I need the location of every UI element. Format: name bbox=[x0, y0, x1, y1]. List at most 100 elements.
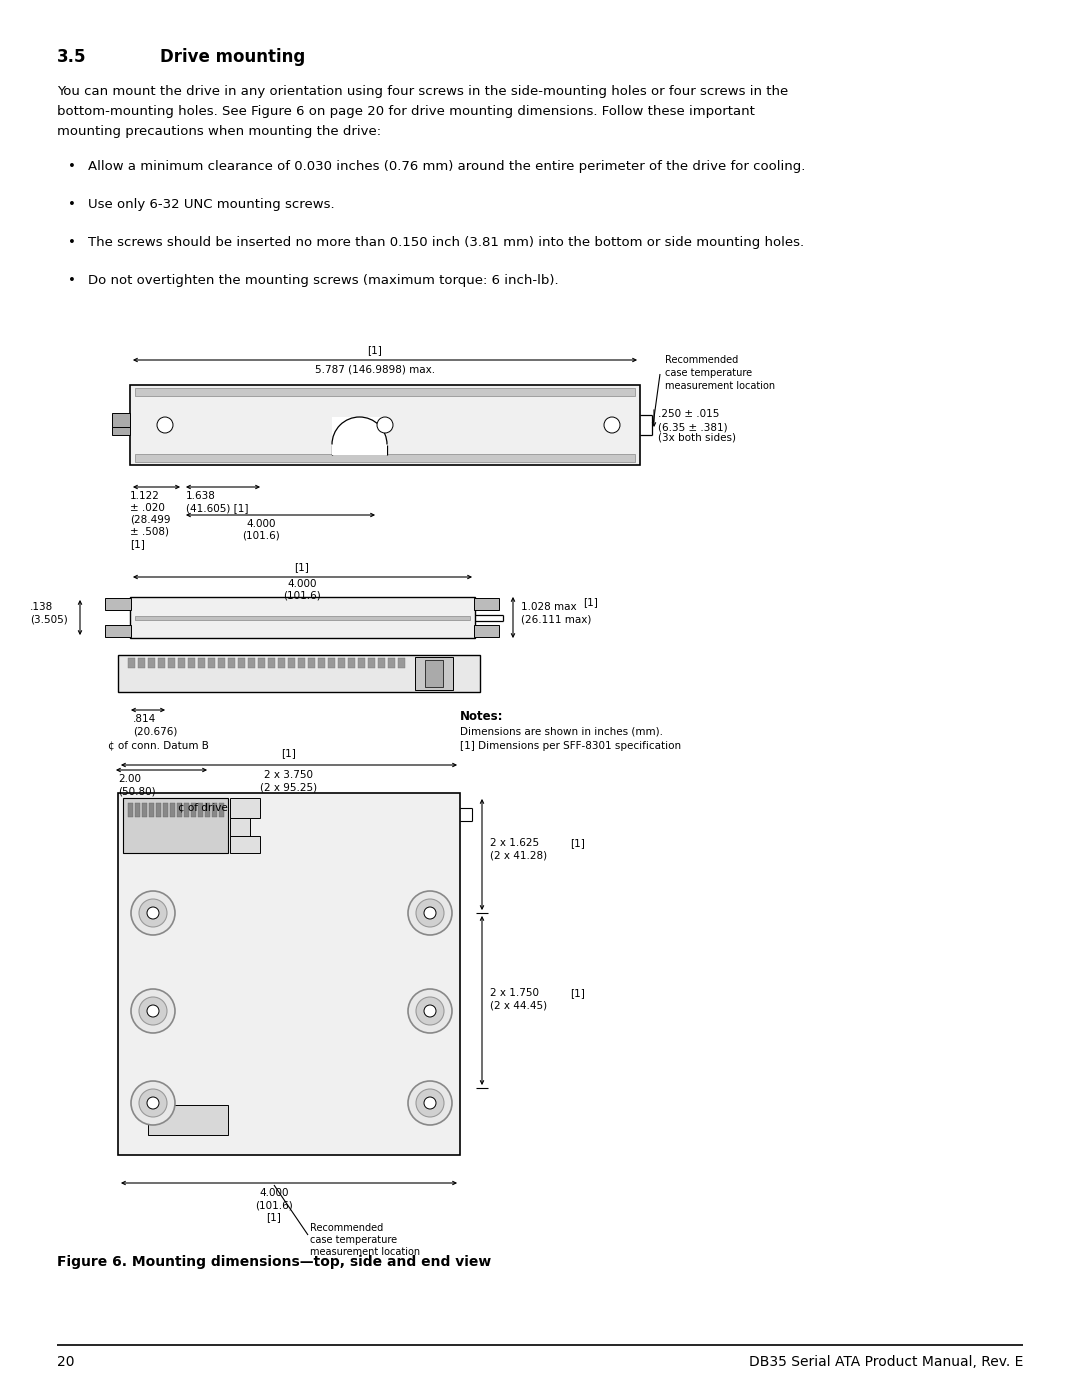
Bar bbox=[378, 658, 384, 668]
Text: 4.000: 4.000 bbox=[287, 578, 316, 590]
Text: (50.80): (50.80) bbox=[118, 787, 156, 796]
Bar bbox=[188, 658, 195, 668]
Bar bbox=[112, 427, 130, 434]
Text: ¢ of drive: ¢ of drive bbox=[178, 802, 228, 812]
Bar bbox=[298, 658, 305, 668]
Text: 1.638: 1.638 bbox=[186, 490, 216, 502]
Text: bottom-mounting holes. See Figure 6 on page 20 for drive mounting dimensions. Fo: bottom-mounting holes. See Figure 6 on p… bbox=[57, 105, 755, 117]
Bar bbox=[156, 803, 161, 817]
Bar bbox=[105, 598, 131, 610]
Circle shape bbox=[408, 1081, 453, 1125]
Bar bbox=[332, 416, 387, 455]
Bar bbox=[163, 803, 168, 817]
Text: (3x both sides): (3x both sides) bbox=[658, 433, 735, 443]
Text: (41.605) [1]: (41.605) [1] bbox=[186, 503, 248, 513]
Circle shape bbox=[416, 997, 444, 1025]
Text: [1]: [1] bbox=[583, 597, 598, 608]
Bar bbox=[158, 658, 165, 668]
Text: case temperature: case temperature bbox=[310, 1235, 397, 1245]
Bar bbox=[123, 798, 228, 854]
Bar bbox=[230, 835, 260, 854]
Text: Figure 6. Mounting dimensions—top, side and end view: Figure 6. Mounting dimensions—top, side … bbox=[57, 1255, 491, 1268]
Circle shape bbox=[139, 997, 167, 1025]
Bar bbox=[198, 658, 205, 668]
Text: (101.6): (101.6) bbox=[283, 591, 321, 601]
Bar bbox=[135, 616, 470, 619]
Circle shape bbox=[147, 1097, 159, 1109]
Text: •: • bbox=[68, 236, 76, 249]
Bar bbox=[474, 624, 499, 637]
Text: 4.000: 4.000 bbox=[259, 1187, 288, 1199]
Bar bbox=[288, 658, 295, 668]
Text: 2 x 1.750: 2 x 1.750 bbox=[490, 988, 539, 997]
Text: (101.6): (101.6) bbox=[242, 531, 280, 541]
Bar bbox=[338, 658, 345, 668]
Text: Recommended: Recommended bbox=[310, 1222, 383, 1234]
Text: ± .020: ± .020 bbox=[130, 503, 165, 513]
Text: ± .508): ± .508) bbox=[130, 527, 168, 536]
Text: [1]: [1] bbox=[570, 988, 585, 997]
Circle shape bbox=[424, 907, 436, 919]
Text: mounting precautions when mounting the drive:: mounting precautions when mounting the d… bbox=[57, 124, 381, 138]
Circle shape bbox=[139, 900, 167, 928]
Circle shape bbox=[147, 1004, 159, 1017]
Bar bbox=[357, 658, 365, 668]
Circle shape bbox=[424, 1004, 436, 1017]
Bar bbox=[148, 658, 156, 668]
Bar bbox=[118, 655, 480, 692]
Text: DB35 Serial ATA Product Manual, Rev. E: DB35 Serial ATA Product Manual, Rev. E bbox=[748, 1355, 1023, 1369]
Text: [1]: [1] bbox=[130, 539, 145, 549]
Text: [1] Dimensions per SFF-8301 specification: [1] Dimensions per SFF-8301 specificatio… bbox=[460, 740, 681, 752]
Bar bbox=[268, 658, 275, 668]
Text: •: • bbox=[68, 198, 76, 211]
Circle shape bbox=[139, 1090, 167, 1118]
Bar bbox=[135, 454, 635, 462]
Text: .250 ± .015: .250 ± .015 bbox=[658, 409, 719, 419]
Circle shape bbox=[131, 989, 175, 1032]
Bar bbox=[130, 597, 475, 638]
Text: Notes:: Notes: bbox=[460, 710, 503, 724]
Bar bbox=[184, 803, 189, 817]
Text: Do not overtighten the mounting screws (maximum torque: 6 inch-lb).: Do not overtighten the mounting screws (… bbox=[87, 274, 558, 286]
Text: 1.028 max: 1.028 max bbox=[521, 602, 577, 612]
Text: (2 x 95.25): (2 x 95.25) bbox=[260, 782, 318, 792]
Bar bbox=[118, 793, 460, 1155]
Bar bbox=[426, 659, 443, 687]
Bar bbox=[135, 803, 140, 817]
Text: (26.111 max): (26.111 max) bbox=[521, 615, 592, 624]
Text: (28.499: (28.499 bbox=[130, 515, 171, 525]
Bar bbox=[212, 803, 217, 817]
Bar bbox=[208, 658, 215, 668]
Text: .814: .814 bbox=[133, 714, 157, 724]
Text: [1]: [1] bbox=[570, 838, 585, 848]
Bar bbox=[178, 658, 185, 668]
Bar bbox=[415, 657, 453, 690]
Text: Dimensions are shown in inches (mm).: Dimensions are shown in inches (mm). bbox=[460, 726, 663, 738]
Text: 2 x 3.750: 2 x 3.750 bbox=[265, 770, 313, 780]
Circle shape bbox=[408, 891, 453, 935]
Bar bbox=[149, 803, 154, 817]
Bar bbox=[168, 658, 175, 668]
Bar bbox=[308, 658, 315, 668]
Text: [1]: [1] bbox=[367, 345, 382, 355]
Text: .138: .138 bbox=[30, 602, 53, 612]
Circle shape bbox=[377, 416, 393, 433]
Circle shape bbox=[157, 416, 173, 433]
Bar bbox=[248, 658, 255, 668]
Text: Allow a minimum clearance of 0.030 inches (0.76 mm) around the entire perimeter : Allow a minimum clearance of 0.030 inche… bbox=[87, 161, 806, 173]
Bar bbox=[228, 658, 235, 668]
Bar bbox=[135, 388, 635, 395]
Bar bbox=[474, 598, 499, 610]
Bar bbox=[230, 798, 260, 819]
Bar bbox=[129, 658, 135, 668]
Circle shape bbox=[131, 1081, 175, 1125]
Circle shape bbox=[147, 907, 159, 919]
Text: 1.122: 1.122 bbox=[130, 490, 160, 502]
Text: [1]: [1] bbox=[295, 562, 310, 571]
Bar bbox=[112, 414, 130, 427]
Text: (101.6): (101.6) bbox=[255, 1200, 293, 1210]
Bar bbox=[230, 819, 249, 835]
Bar bbox=[198, 803, 203, 817]
Bar bbox=[238, 658, 245, 668]
Text: Drive mounting: Drive mounting bbox=[160, 47, 306, 66]
